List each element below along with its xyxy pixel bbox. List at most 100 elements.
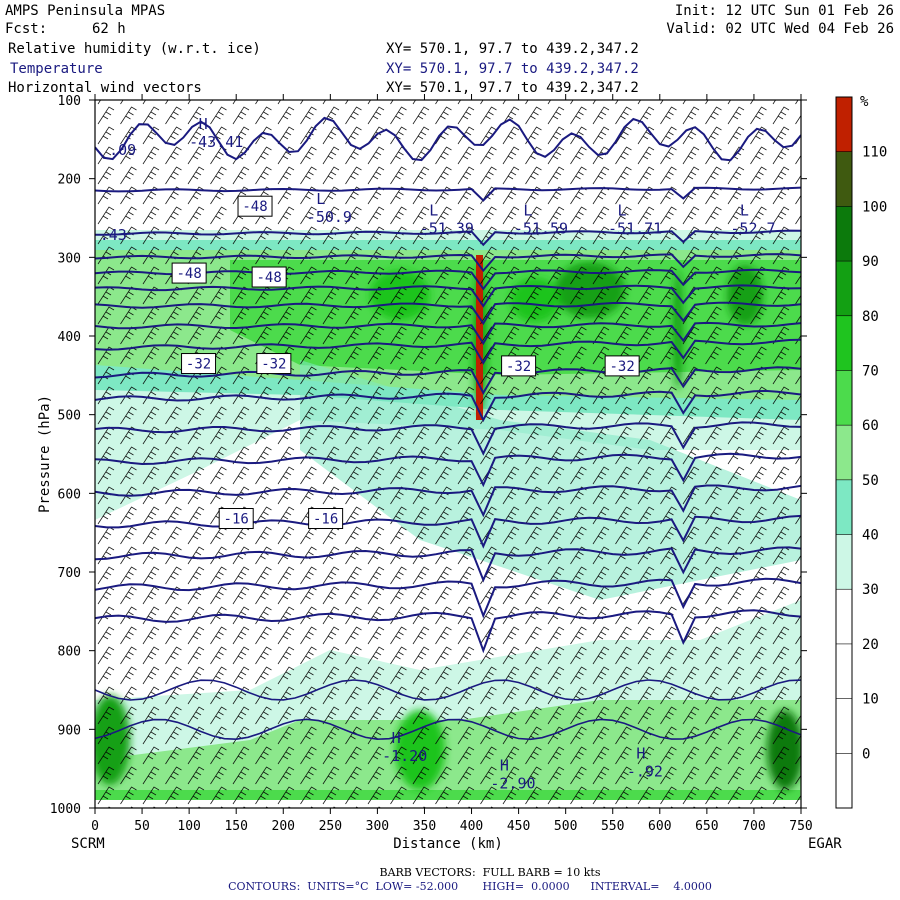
extremum-letter: H	[500, 756, 509, 774]
extremum-value: .09	[109, 141, 136, 159]
isotherm-line	[95, 268, 801, 291]
x-tick-label: 750	[789, 819, 812, 834]
plot-frame	[94, 99, 802, 809]
contour-label-box	[256, 353, 292, 375]
colorbar-unit: %	[860, 94, 869, 110]
colorbar-label: 30	[862, 582, 879, 598]
contour-legend: CONTOURS: UNITS=°C LOW= -52.000 HIGH= 0.…	[228, 880, 712, 893]
colorbar-label: 40	[862, 528, 879, 544]
field-xy-rh: XY= 570.1, 97.7 to 439.2,347.2	[386, 41, 639, 57]
field-label-temperature: Temperature	[10, 61, 103, 77]
y-tick-label: 1000	[50, 802, 81, 817]
contour-label-box	[308, 508, 344, 530]
colorbar-label: 90	[862, 254, 879, 270]
colorbar-segment	[836, 589, 852, 644]
colorbar-segment	[836, 261, 852, 316]
x-axis-label: Distance (km)	[393, 836, 503, 852]
isotherm-line	[95, 338, 801, 365]
extremum-value: -.92	[627, 763, 663, 781]
extremum-letter: L	[618, 202, 627, 220]
extremum-value: .43	[100, 226, 127, 244]
y-tick-label: 500	[58, 409, 81, 424]
extremum-value: -51.59	[514, 220, 568, 238]
isotherm-line	[95, 321, 801, 346]
colorbar-segment	[836, 315, 852, 371]
extremum-letter: L	[429, 202, 438, 220]
colorbar-label: 60	[862, 418, 879, 434]
isotherm-line	[95, 253, 801, 273]
colorbar-label: 20	[862, 637, 879, 653]
colorbar-label: 10	[862, 692, 879, 708]
contour-label-box	[604, 355, 640, 377]
right-endpoint-label: EGAR	[808, 836, 842, 852]
colorbar-label: 50	[862, 473, 879, 489]
colorbar-label: 0	[862, 746, 870, 762]
x-tick-label: 50	[134, 819, 150, 834]
extremum-letter: L	[740, 202, 749, 220]
contour-label: -32	[186, 357, 211, 373]
isotherm-line	[95, 452, 801, 488]
x-tick-label: 350	[413, 819, 436, 834]
extremum-letter: H	[636, 745, 645, 763]
isotherm-line	[95, 546, 801, 583]
extremum-value: -51.71	[608, 220, 662, 238]
colorbar-frame	[835, 96, 853, 809]
field-xy-temperature: XY= 570.1, 97.7 to 439.2,347.2	[386, 61, 639, 77]
contour-label: -32	[609, 359, 634, 375]
x-tick-label: 250	[319, 819, 342, 834]
x-tick-label: 400	[460, 819, 483, 834]
contour-label-box	[171, 262, 207, 284]
extremum-letter: L	[523, 202, 532, 220]
contour-label-box	[251, 266, 287, 288]
contour-label: -32	[506, 359, 531, 375]
y-tick-label: 700	[58, 566, 81, 581]
colorbar-segment	[836, 370, 852, 426]
x-tick-label: 650	[695, 819, 718, 834]
isotherm-line	[95, 679, 801, 701]
isotherm-line	[95, 186, 801, 202]
isotherm-line	[95, 718, 801, 741]
wind-barbs	[95, 100, 801, 808]
colorbar-label: 80	[862, 309, 879, 325]
model-title: AMPS Peninsula MPAS	[5, 3, 166, 19]
colorbar-segment	[836, 206, 852, 262]
x-tick-label: 600	[648, 819, 671, 834]
contour-label-box	[218, 508, 254, 530]
colorbar-segment	[836, 643, 852, 699]
colorbar-segment	[836, 425, 852, 480]
plot-area	[95, 100, 801, 808]
y-tick-label: 300	[58, 251, 81, 266]
extremum-value: -43.41	[189, 133, 243, 151]
field-label-rh: Relative humidity (w.r.t. ice)	[8, 41, 261, 57]
colorbar-segment	[836, 698, 852, 754]
extremum-value: -2.90	[490, 774, 535, 792]
isotherm-line	[95, 284, 801, 308]
extremum-value: -50.9	[307, 208, 352, 226]
x-axis-ticks: 0 50 100 150 200 250 300 350 400 450 500 550 600 650 7…	[91, 94, 813, 834]
y-axis-label: Pressure (hPa)	[37, 395, 53, 513]
isotherm-line	[95, 229, 801, 247]
y-tick-label: 800	[58, 645, 81, 660]
colorbar-segment	[836, 479, 852, 535]
field-label-wind: Horizontal wind vectors	[8, 80, 202, 96]
contour-label: -16	[224, 512, 249, 528]
init-time: Init: 12 UTC Sun 01 Feb 26	[674, 3, 894, 19]
y-tick-label: 100	[58, 94, 81, 109]
colorbar-segment	[836, 97, 852, 152]
colorbar-label: 110	[862, 145, 887, 161]
contour-label: -16	[313, 512, 338, 528]
y-tick-label: 900	[58, 723, 81, 738]
colorbar-label: 70	[862, 363, 879, 379]
barb-legend: BARB VECTORS: FULL BARB = 10 kts	[379, 866, 601, 879]
colorbar-segment	[836, 151, 852, 207]
extremum-letter: H	[392, 729, 401, 747]
temperature-contours	[95, 116, 801, 741]
contour-label-box	[501, 355, 537, 377]
x-tick-label: 700	[742, 819, 765, 834]
y-axis-ticks: 100 200 300 400 500 600 700 800 900 1000	[50, 94, 807, 817]
x-tick-label: 500	[554, 819, 577, 834]
x-tick-label: 550	[601, 819, 624, 834]
contour-label: -48	[256, 270, 281, 286]
x-tick-label: 200	[272, 819, 295, 834]
